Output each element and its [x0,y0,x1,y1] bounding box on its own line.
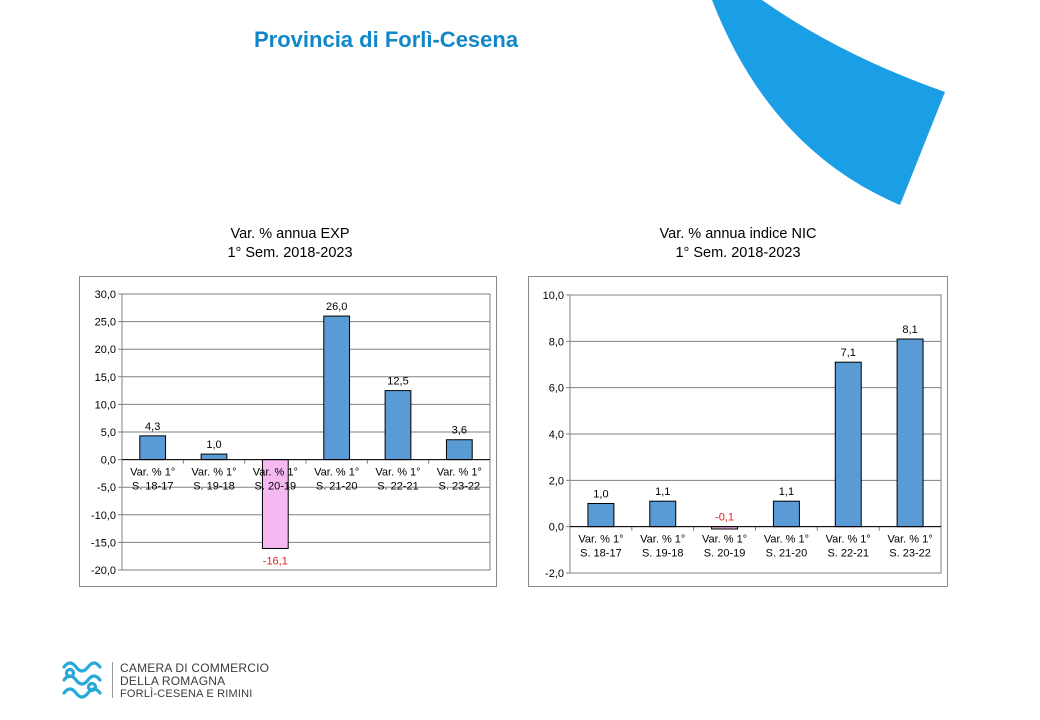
x-category-label: S. 23-22 [439,481,481,493]
chart-2-frame: 10,0 8,0 6,0 4,0 2,0 0,0 -2,0 Var. % 1° S. 18-17… [528,276,948,587]
y-tick-label: -10,0 [91,510,116,522]
x-category-label: Var. % 1° [375,467,420,479]
y-tick-label: 6,0 [549,383,564,395]
chart-2-title-line-1: Var. % annua indice NIC [659,226,817,242]
y-tick-label: 15,0 [95,372,116,384]
x-category-label: Var. % 1° [826,534,871,546]
x-category-label: S. 20-19 [704,548,746,560]
y-tick-label: 5,0 [101,427,116,439]
x-category-label: S. 21-20 [766,548,808,560]
camera-commercio-knot-icon [62,661,102,699]
logo-line-3: FORLÌ-CESENA E RIMINI [120,688,253,700]
x-category-label: Var. % 1° [578,534,623,546]
bar [587,503,615,528]
data-label: 26,0 [326,301,347,313]
chart-2-title-line-2: 1° Sem. 2018-2023 [675,245,801,261]
y-tick-label: -15,0 [91,537,116,549]
x-category-label: Var. % 1° [314,467,359,479]
chart-1-title-line-2: 1° Sem. 2018-2023 [227,245,353,261]
y-tick-label: 10,0 [95,399,116,411]
x-category-label: Var. % 1° [130,467,175,479]
bar [139,435,167,461]
x-category-label: Var. % 1° [887,534,932,546]
data-label: 4,3 [145,421,160,433]
x-category-label: S. 20-19 [255,481,297,493]
chart-1-title: Var. % annua EXP 1° Sem. 2018-2023 [140,225,440,263]
data-label: 12,5 [387,376,408,388]
y-tick-label: -5,0 [97,482,116,494]
logo-divider [112,662,113,698]
data-label: 8,1 [902,324,917,336]
y-tick-label: -20,0 [91,565,116,577]
bar [261,459,289,549]
bar [445,439,473,461]
decorative-arc [712,0,945,205]
data-label: 1,0 [206,439,221,451]
x-category-label: Var. % 1° [702,534,747,546]
data-label: 1,1 [779,486,794,498]
x-category-label: S. 22-21 [377,481,419,493]
bar [896,338,924,528]
x-category-label: S. 18-17 [580,548,622,560]
bar [772,500,800,528]
bar [200,453,228,461]
x-category-label: Var. % 1° [191,467,236,479]
logo-line-2: DELLA ROMAGNA [120,674,226,688]
y-tick-label: 0,0 [101,455,116,467]
page-title: Provincia di Forlì-Cesena [254,27,519,52]
x-category-label: S. 23-22 [889,548,931,560]
y-tick-label: 10,0 [543,290,564,302]
data-label: -0,1 [715,512,734,524]
bar [649,500,677,528]
data-label: 3,6 [452,425,467,437]
bar [323,315,351,461]
x-category-label: S. 21-20 [316,481,358,493]
bar [834,361,862,528]
chart-1-frame: 30,0 25,0 20,0 15,0 10,0 5,0 0,0 -5,0 -10,0 -15,0… [79,276,497,587]
y-tick-label: 0,0 [549,522,564,534]
x-category-label: Var. % 1° [437,467,482,479]
y-tick-label: 30,0 [95,289,116,301]
x-category-label: S. 22-21 [827,548,869,560]
y-tick-label: 4,0 [549,429,564,441]
x-category-label: S. 19-18 [193,481,235,493]
x-category-label: Var. % 1° [640,534,685,546]
chart-1-title-line-1: Var. % annua EXP [230,226,350,242]
y-tick-label: 25,0 [95,317,116,329]
x-category-label: S. 19-18 [642,548,684,560]
y-tick-label: 20,0 [95,344,116,356]
x-category-label: Var. % 1° [764,534,809,546]
chart-2-plot: 10,0 8,0 6,0 4,0 2,0 0,0 -2,0 Var. % 1° S. 18-17… [543,290,942,580]
x-category-label: S. 18-17 [132,481,174,493]
data-label: 1,1 [655,486,670,498]
data-label: 7,1 [841,347,856,359]
data-label: 1,0 [593,489,608,501]
logo-line-1: CAMERA DI COMMERCIO [120,661,270,675]
y-tick-label: 8,0 [549,336,564,348]
x-category-label: Var. % 1° [253,467,298,479]
chart-2-title: Var. % annua indice NIC 1° Sem. 2018-202… [588,225,888,263]
data-label: -16,1 [263,555,288,567]
bar [384,390,412,461]
y-tick-label: -2,0 [545,568,564,580]
chart-1-plot: 30,0 25,0 20,0 15,0 10,0 5,0 0,0 -5,0 -10,0 -15,0… [91,289,491,577]
y-tick-label: 2,0 [549,475,564,487]
